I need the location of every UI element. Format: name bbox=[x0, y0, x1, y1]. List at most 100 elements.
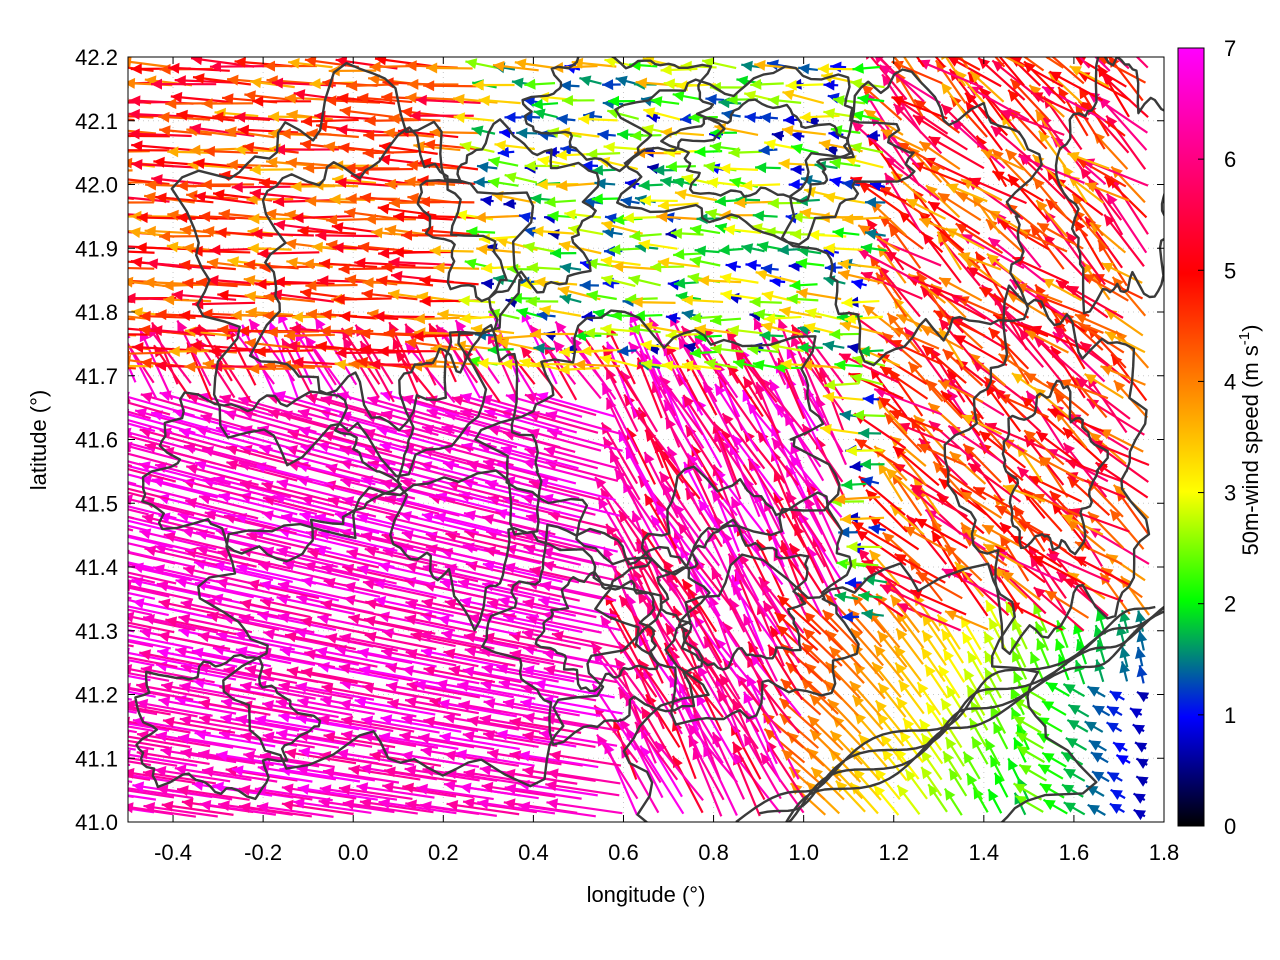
wind-vector-head bbox=[790, 228, 802, 240]
wind-vector-head bbox=[919, 719, 931, 732]
wind-vector-head bbox=[797, 342, 809, 354]
wind-vector-head bbox=[839, 409, 852, 421]
wind-vector-head bbox=[248, 363, 260, 375]
wind-vector-shaft bbox=[322, 769, 400, 784]
wind-vector-shaft bbox=[252, 529, 332, 551]
wind-vector-shaft bbox=[704, 657, 743, 717]
wind-vector-shaft bbox=[1018, 328, 1062, 382]
wind-vector-head bbox=[790, 164, 802, 176]
wind-vector-head bbox=[789, 279, 801, 291]
wind-vector-shaft bbox=[790, 506, 827, 568]
wind-vector-shaft bbox=[248, 318, 296, 382]
terrain-contour-line bbox=[594, 465, 860, 726]
wind-vector-shaft bbox=[128, 789, 175, 799]
wind-vector-head bbox=[97, 732, 109, 743]
wind-vector-shaft bbox=[261, 702, 339, 719]
wind-vector-head bbox=[94, 663, 106, 674]
wind-vector-shaft bbox=[128, 467, 177, 483]
wind-vector-shaft bbox=[600, 422, 639, 485]
wind-vector-shaft bbox=[851, 120, 905, 170]
wind-vector-shaft bbox=[629, 323, 663, 399]
wind-vector-shaft bbox=[619, 370, 659, 433]
wind-vector-shaft bbox=[141, 515, 216, 535]
wind-vector-head bbox=[404, 176, 416, 188]
wind-vector-head bbox=[1017, 746, 1030, 757]
wind-vector-head bbox=[357, 241, 370, 253]
wind-vector-head bbox=[866, 130, 879, 141]
wind-vector-head bbox=[829, 176, 842, 188]
wind-vector-head bbox=[1042, 701, 1055, 712]
wind-vector-head bbox=[895, 662, 907, 675]
wind-vector-shaft bbox=[538, 532, 618, 553]
wind-vector-head bbox=[899, 731, 911, 744]
wind-vector-shaft bbox=[624, 447, 665, 519]
wind-vector-head bbox=[405, 60, 417, 72]
wind-vector-head bbox=[480, 195, 493, 207]
wind-vector-head bbox=[479, 714, 492, 726]
wind-vector-head bbox=[481, 781, 494, 793]
wind-vector-head bbox=[705, 93, 717, 105]
wind-vector-shaft bbox=[804, 496, 839, 565]
wind-vector-head bbox=[741, 60, 753, 72]
wind-vector-head bbox=[949, 768, 960, 781]
wind-vector-head bbox=[191, 57, 203, 66]
wind-vector-head bbox=[942, 349, 955, 361]
wind-vector-shaft bbox=[128, 743, 155, 751]
wind-vector-head bbox=[407, 192, 419, 204]
wind-vector-head bbox=[522, 628, 534, 640]
wind-vector-head bbox=[365, 598, 378, 610]
wind-vector-head bbox=[222, 93, 234, 105]
wind-vector-head bbox=[128, 699, 136, 711]
wind-vector-head bbox=[663, 146, 675, 158]
wind-vector-head bbox=[841, 611, 853, 623]
wind-vector-shaft bbox=[154, 768, 231, 783]
wind-vector-shaft bbox=[348, 615, 420, 633]
wind-vector-shaft bbox=[602, 546, 637, 617]
wind-vector-head bbox=[361, 715, 374, 727]
wind-vector-head bbox=[683, 395, 695, 408]
wind-vector-head bbox=[893, 446, 906, 458]
wind-vector-head bbox=[941, 629, 953, 642]
wind-vector-head bbox=[76, 714, 88, 725]
wind-vector-head bbox=[199, 211, 211, 223]
wind-vector-head bbox=[1133, 793, 1146, 804]
wind-vector-head bbox=[496, 236, 509, 248]
wind-vector-shaft bbox=[658, 375, 704, 436]
wind-vector-shaft bbox=[128, 729, 137, 734]
wind-vector-shaft bbox=[281, 802, 354, 816]
wind-vector-head bbox=[732, 741, 743, 755]
wind-vector-head bbox=[778, 158, 790, 170]
wind-vector-shaft bbox=[385, 683, 462, 700]
wind-vector-shaft bbox=[128, 760, 152, 767]
wind-vector-head bbox=[360, 763, 372, 775]
wind-vector-head bbox=[319, 258, 331, 270]
wind-vector-head bbox=[52, 802, 64, 813]
wind-vector-head bbox=[52, 596, 64, 607]
wind-vector-head bbox=[338, 263, 350, 275]
wind-vector-shaft bbox=[771, 437, 819, 499]
wind-vector-shaft bbox=[1033, 586, 1085, 632]
wind-vector-head bbox=[285, 238, 297, 250]
wind-vector-shaft bbox=[677, 681, 719, 748]
wind-vector-shaft bbox=[325, 464, 399, 486]
wind-vector-shaft bbox=[729, 443, 761, 518]
wind-vector-shaft bbox=[179, 684, 256, 701]
wind-vector-head bbox=[719, 209, 731, 221]
wind-vector-head bbox=[1063, 443, 1075, 456]
wind-vector-head bbox=[1109, 691, 1123, 702]
wind-vector-head bbox=[286, 666, 299, 678]
wind-vector-head bbox=[380, 714, 393, 726]
wind-vector-shaft bbox=[296, 733, 373, 748]
wind-vector-head bbox=[553, 340, 565, 353]
wind-vector-head bbox=[473, 176, 485, 188]
wind-vector-head bbox=[481, 262, 493, 274]
wind-vector-shaft bbox=[197, 664, 275, 682]
wind-vector-head bbox=[207, 275, 219, 286]
wind-vector-head bbox=[882, 532, 895, 544]
wind-vector-shaft bbox=[138, 462, 218, 486]
wind-vector-shaft bbox=[128, 134, 131, 138]
wind-vector-head bbox=[1082, 261, 1094, 274]
wind-vector-head bbox=[315, 341, 328, 352]
wind-vector-head bbox=[926, 702, 938, 715]
wind-vector-head bbox=[962, 632, 973, 645]
